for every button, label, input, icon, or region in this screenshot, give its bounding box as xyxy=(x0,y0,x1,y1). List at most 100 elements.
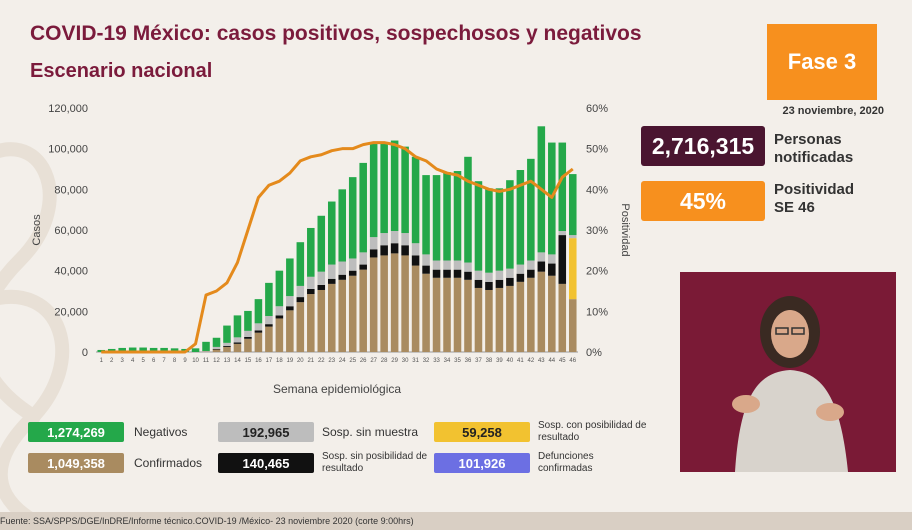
phase-badge: Fase 3 xyxy=(767,24,877,100)
x-tick-label: 33 xyxy=(433,358,440,364)
bar-sosp-sin-muestra xyxy=(369,237,378,250)
bar-negativos xyxy=(390,140,399,232)
y2-tick-label: 50% xyxy=(586,144,608,156)
x-tick-label: 37 xyxy=(475,358,482,364)
bar-confirmados xyxy=(327,283,336,352)
bar-sosp-sin-posibilidad-de-resultado xyxy=(380,245,388,256)
bar-confirmados xyxy=(296,302,305,352)
bar-sosp-sin-posibilidad-de-resultado xyxy=(474,279,483,288)
bar-confirmados xyxy=(286,310,294,352)
bar-sosp-sin-muestra xyxy=(223,342,231,346)
bar-negativos xyxy=(401,146,409,234)
bar-negativos xyxy=(348,177,357,259)
y-tick-label: 60,000 xyxy=(54,225,88,237)
bar-negativos xyxy=(296,242,305,286)
bar-sosp-sin-posibilidad-de-resultado xyxy=(485,281,493,290)
bar-negativos xyxy=(558,142,567,232)
x-tick-label: 15 xyxy=(245,358,252,364)
page-subtitle: Escenario nacional xyxy=(30,60,213,82)
y-tick-label: 120,000 xyxy=(48,103,88,115)
x-tick-label: 36 xyxy=(465,358,472,364)
bar-confirmados xyxy=(464,279,472,352)
bar-negativos xyxy=(118,347,126,352)
bar-confirmados xyxy=(411,265,420,352)
bar-sosp-sin-posibilidad-de-resultado xyxy=(422,265,430,274)
bar-confirmados xyxy=(506,285,514,352)
bar-sosp-sin-muestra xyxy=(495,270,504,280)
bar-sosp-sin-muestra xyxy=(568,235,577,239)
bar-confirmados xyxy=(254,332,263,352)
bar-confirmados xyxy=(485,289,493,352)
notified-label-line1: Personas xyxy=(774,131,842,148)
x-tick-label: 16 xyxy=(255,358,262,364)
bar-negativos xyxy=(149,347,158,352)
bar-negativos xyxy=(411,156,420,244)
bar-negativos xyxy=(265,282,273,317)
x-axis-label: Semana epidemiológica xyxy=(273,382,401,396)
bar-sosp-sin-muestra xyxy=(212,346,221,349)
bar-sosp-sin-posibilidad-de-resultado xyxy=(464,271,472,280)
bar-confirmados xyxy=(537,271,546,352)
bar-confirmados xyxy=(568,299,577,352)
bar-sosp-sin-posibilidad-de-resultado xyxy=(548,263,556,276)
bar-negativos xyxy=(464,156,472,263)
bar-sosp-sin-posibilidad-de-resultado xyxy=(537,261,546,272)
bar-negativos xyxy=(506,180,514,269)
legend-label: Confirmados xyxy=(134,456,203,470)
x-tick-label: 11 xyxy=(203,358,210,364)
positivity-label: Positividad SE 46 xyxy=(774,181,854,217)
bar-negativos xyxy=(432,175,441,261)
x-tick-label: 23 xyxy=(328,358,335,364)
x-tick-label: 19 xyxy=(287,358,294,364)
bar-sosp-sin-posibilidad-de-resultado xyxy=(233,342,242,344)
cases-chart: 0 20,000 40,000 60,000 80,000 100,000 120,000 0… xyxy=(31,103,631,396)
bar-sosp-sin-muestra xyxy=(265,316,273,325)
notified-label-line2: notificadas xyxy=(774,149,854,166)
bar-negativos xyxy=(422,175,430,255)
bar-negativos xyxy=(327,201,336,265)
x-tick-label: 30 xyxy=(402,358,409,364)
y2-tick-label: 40% xyxy=(586,184,608,196)
bar-sosp-sin-muestra xyxy=(327,264,336,279)
legend-label: Sosp. sin muestra xyxy=(322,425,419,439)
bar-sosp-sin-muestra xyxy=(537,252,546,262)
bar-sosp-sin-posibilidad-de-resultado xyxy=(453,269,462,278)
x-tick-label: 41 xyxy=(517,358,524,364)
bar-negativos xyxy=(380,142,388,234)
bar-sosp-sin-muestra xyxy=(317,271,326,285)
y-tick-label: 80,000 xyxy=(54,184,88,196)
x-tick-label: 27 xyxy=(370,358,377,364)
positivity-line xyxy=(101,141,574,354)
positivity-label-line1: Positividad xyxy=(774,181,855,198)
bar-sosp-sin-muestra xyxy=(506,268,514,278)
x-tick-label: 6 xyxy=(152,358,156,364)
bar-confirmados xyxy=(212,349,221,352)
bar-confirmados xyxy=(348,275,357,352)
bar-negativos xyxy=(568,174,577,236)
y2-tick-label: 0% xyxy=(586,347,602,359)
bar-negativos xyxy=(485,188,493,273)
bar-sosp-sin-posibilidad-de-resultado xyxy=(265,324,273,327)
bar-negativos xyxy=(275,270,284,307)
bar-negativos xyxy=(359,162,367,253)
x-tick-label: 24 xyxy=(339,358,346,364)
bar-sosp-sin-muestra xyxy=(286,296,294,307)
y2-axis-label: Positividad xyxy=(619,203,631,256)
bar-negativos xyxy=(139,347,147,352)
bar-confirmados xyxy=(443,277,451,352)
x-tick-label: 5 xyxy=(141,358,145,364)
x-tick-label: 34 xyxy=(444,358,451,364)
bar-sosp-sin-muestra xyxy=(548,254,556,264)
x-tick-label: 10 xyxy=(192,358,199,364)
bar-confirmados xyxy=(244,338,252,352)
bar-sosp-sin-posibilidad-de-resultado xyxy=(327,278,336,284)
sign-language-interpreter-video xyxy=(680,272,896,472)
y2-tick-label: 10% xyxy=(586,306,608,318)
x-tick-label: 22 xyxy=(318,358,325,364)
bar-negativos xyxy=(495,188,504,271)
x-tick-label: 14 xyxy=(234,358,241,364)
x-tick-label: 35 xyxy=(454,358,461,364)
bar-sosp-sin-posibilidad-de-resultado xyxy=(443,269,451,278)
bar-sosp-sin-muestra xyxy=(233,337,242,343)
y-tick-label: 40,000 xyxy=(54,266,88,278)
